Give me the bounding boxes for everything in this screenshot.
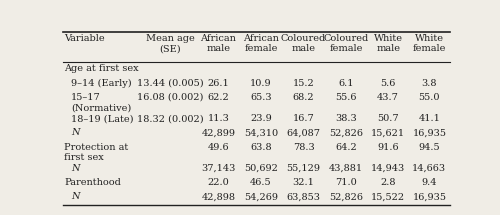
Text: N: N [71, 128, 80, 137]
Text: 94.5: 94.5 [418, 143, 440, 152]
Text: 43,881: 43,881 [329, 164, 363, 173]
Text: 43.7: 43.7 [377, 93, 399, 102]
Text: African
female: African female [243, 34, 279, 54]
Text: 71.0: 71.0 [336, 178, 357, 187]
Text: Coloured
female: Coloured female [324, 34, 369, 54]
Text: 11.3: 11.3 [208, 114, 230, 123]
Text: 41.1: 41.1 [418, 114, 440, 123]
Text: 52,826: 52,826 [329, 192, 363, 201]
Text: 2.8: 2.8 [380, 178, 396, 187]
Text: 54,310: 54,310 [244, 128, 278, 137]
Text: 54,269: 54,269 [244, 192, 278, 201]
Text: White
male: White male [374, 34, 402, 54]
Text: 5.6: 5.6 [380, 79, 396, 88]
Text: 55.6: 55.6 [336, 93, 357, 102]
Text: 68.2: 68.2 [293, 93, 314, 102]
Text: 13.44 (0.005): 13.44 (0.005) [136, 79, 203, 88]
Text: 37,143: 37,143 [202, 164, 235, 173]
Text: 78.3: 78.3 [292, 143, 314, 152]
Text: 42,898: 42,898 [202, 192, 235, 201]
Text: 91.6: 91.6 [378, 143, 399, 152]
Text: 14,663: 14,663 [412, 164, 446, 173]
Text: 22.0: 22.0 [208, 178, 230, 187]
Text: 26.1: 26.1 [208, 79, 230, 88]
Text: 9.4: 9.4 [422, 178, 437, 187]
Text: 65.3: 65.3 [250, 93, 272, 102]
Text: 16.7: 16.7 [292, 114, 314, 123]
Text: White
female: White female [412, 34, 446, 54]
Text: 14,943: 14,943 [371, 164, 405, 173]
Text: 46.5: 46.5 [250, 178, 272, 187]
Text: 15,522: 15,522 [371, 192, 405, 201]
Text: N: N [71, 192, 80, 201]
Text: 63.8: 63.8 [250, 143, 272, 152]
Text: 42,899: 42,899 [202, 128, 235, 137]
Text: 9–14 (Early): 9–14 (Early) [71, 79, 132, 88]
Text: 23.9: 23.9 [250, 114, 272, 123]
Text: 50,692: 50,692 [244, 164, 278, 173]
Text: 64.2: 64.2 [336, 143, 357, 152]
Text: 38.3: 38.3 [336, 114, 357, 123]
Text: 15–17
(Normative): 15–17 (Normative) [71, 93, 132, 112]
Text: 52,826: 52,826 [329, 128, 363, 137]
Text: 18.32 (0.002): 18.32 (0.002) [136, 114, 203, 123]
Text: 16,935: 16,935 [412, 128, 446, 137]
Text: 49.6: 49.6 [208, 143, 230, 152]
Text: 32.1: 32.1 [292, 178, 314, 187]
Text: Age at first sex: Age at first sex [64, 64, 138, 73]
Text: 64,087: 64,087 [286, 128, 320, 137]
Text: 16,935: 16,935 [412, 192, 446, 201]
Text: 15.2: 15.2 [292, 79, 314, 88]
Text: 3.8: 3.8 [422, 79, 437, 88]
Text: 6.1: 6.1 [338, 79, 354, 88]
Text: African
male: African male [200, 34, 236, 54]
Text: 16.08 (0.002): 16.08 (0.002) [137, 93, 203, 102]
Text: 15,621: 15,621 [371, 128, 405, 137]
Text: Mean age
(SE): Mean age (SE) [146, 34, 194, 54]
Text: 10.9: 10.9 [250, 79, 272, 88]
Text: 50.7: 50.7 [378, 114, 399, 123]
Text: Variable: Variable [64, 34, 104, 43]
Text: 63,853: 63,853 [286, 192, 320, 201]
Text: 55,129: 55,129 [286, 164, 320, 173]
Text: Parenthood: Parenthood [64, 178, 121, 187]
Text: 62.2: 62.2 [208, 93, 230, 102]
Text: Protection at
first sex: Protection at first sex [64, 143, 128, 162]
Text: N: N [71, 164, 80, 173]
Text: 55.0: 55.0 [418, 93, 440, 102]
Text: 18–19 (Late): 18–19 (Late) [71, 114, 134, 123]
Text: Coloured
male: Coloured male [281, 34, 326, 54]
